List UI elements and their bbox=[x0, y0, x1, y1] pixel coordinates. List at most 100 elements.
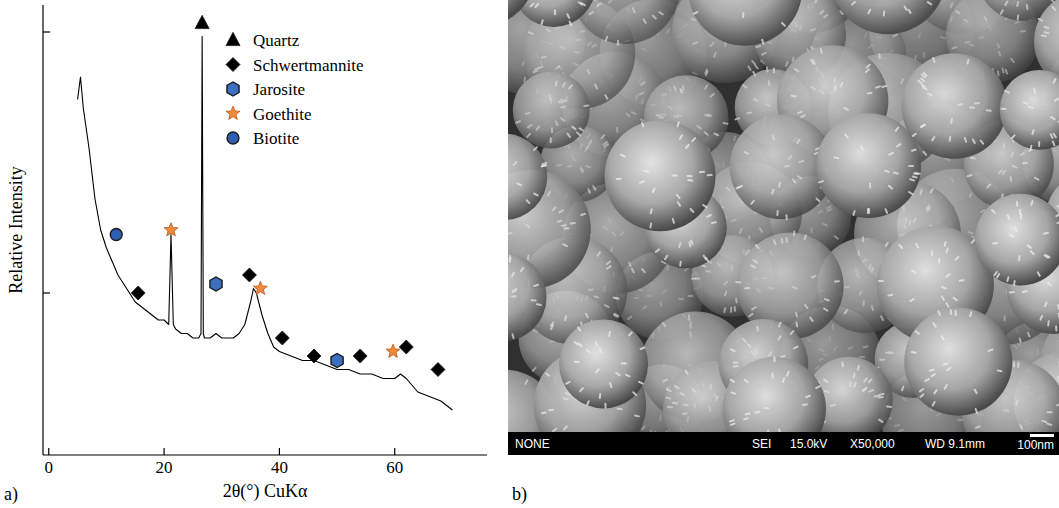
particle-spike bbox=[587, 166, 591, 167]
particle-spike bbox=[736, 187, 740, 189]
particle-spike bbox=[674, 87, 675, 91]
particle-spike bbox=[529, 32, 533, 34]
particle-spike bbox=[642, 427, 645, 430]
particle-spike bbox=[743, 85, 746, 87]
particle-spike bbox=[564, 227, 568, 229]
particle-spike bbox=[1017, 363, 1019, 367]
particle-spike bbox=[649, 224, 652, 228]
particle-spike bbox=[580, 128, 583, 130]
particle-spike bbox=[742, 13, 744, 17]
phase-marker bbox=[331, 354, 343, 368]
particle-spike bbox=[810, 318, 812, 321]
particle-spike bbox=[745, 287, 749, 289]
particle-spike bbox=[542, 165, 546, 166]
particle-spike bbox=[1030, 146, 1033, 150]
particle-spike bbox=[689, 332, 692, 336]
particle-spike bbox=[956, 11, 959, 13]
x-tick bbox=[279, 448, 280, 455]
particle-spike bbox=[772, 374, 774, 378]
particle-spike bbox=[616, 128, 618, 132]
particle-spike bbox=[909, 165, 913, 167]
particle-spike bbox=[513, 290, 517, 292]
particle-spike bbox=[708, 174, 712, 176]
particle-body bbox=[508, 0, 535, 26]
x-tick-label: 0 bbox=[45, 458, 54, 477]
particle-spike bbox=[568, 144, 570, 148]
particle-spike bbox=[589, 141, 591, 145]
particle-spike bbox=[705, 70, 707, 74]
particle-body bbox=[904, 308, 1012, 416]
particle-spike bbox=[512, 273, 514, 277]
particle-spike bbox=[604, 227, 607, 230]
particle-spike bbox=[880, 359, 884, 361]
particle-spike bbox=[997, 274, 999, 277]
particle-spike bbox=[659, 116, 663, 118]
particle bbox=[605, 120, 716, 231]
particle-spike bbox=[816, 386, 820, 388]
particle-spike bbox=[533, 368, 536, 371]
particle-spike bbox=[820, 11, 823, 14]
particle-spike bbox=[776, 211, 778, 215]
particle-spike bbox=[975, 390, 977, 394]
particle-spike bbox=[751, 201, 754, 204]
sem-info-text: NONE bbox=[515, 437, 550, 451]
particle-spike bbox=[561, 107, 565, 108]
particle-spike bbox=[521, 268, 523, 271]
particle-spike bbox=[1018, 256, 1020, 260]
particle-spike bbox=[563, 83, 565, 87]
particle-spike bbox=[887, 405, 891, 408]
particle-spike bbox=[718, 263, 721, 266]
particle-spike bbox=[904, 224, 905, 228]
particle-spike bbox=[815, 0, 817, 3]
particle-spike bbox=[663, 323, 665, 326]
particle-spike bbox=[896, 128, 899, 131]
particle-spike bbox=[1051, 134, 1053, 138]
particle-spike bbox=[766, 104, 770, 106]
particle-spike bbox=[679, 243, 680, 247]
particle-spike bbox=[668, 406, 672, 408]
particle-spike bbox=[508, 232, 512, 235]
particle-spike bbox=[760, 228, 762, 231]
particle-spike bbox=[1055, 326, 1057, 330]
particle-spike bbox=[640, 181, 644, 182]
particle-spike bbox=[567, 14, 569, 18]
particle-spike bbox=[1031, 251, 1034, 254]
particle-spike bbox=[1056, 214, 1059, 216]
particle-spike bbox=[1042, 34, 1046, 37]
figure: 02040602θ(°) CuKαRelative IntensityQuart… bbox=[0, 0, 1059, 508]
particle-spike bbox=[947, 303, 949, 306]
particle-spike bbox=[942, 336, 944, 339]
particle-spike bbox=[825, 391, 829, 392]
particle-spike bbox=[1016, 202, 1018, 206]
particle-spike bbox=[897, 144, 900, 146]
sem-info-text: X50,000 bbox=[850, 437, 895, 451]
particle-spike bbox=[534, 194, 538, 196]
particle-spike bbox=[666, 398, 670, 399]
particle-spike bbox=[651, 209, 652, 213]
particle-spike bbox=[798, 176, 801, 178]
particle-spike bbox=[669, 107, 672, 109]
particle-spike bbox=[860, 291, 862, 295]
particle-spike bbox=[743, 339, 746, 342]
particle-spike bbox=[796, 23, 797, 27]
particle-body bbox=[722, 357, 826, 432]
particle-spike bbox=[588, 189, 590, 193]
particle-spike bbox=[942, 297, 944, 301]
particle-spike bbox=[561, 118, 564, 121]
particle-spike bbox=[678, 122, 679, 126]
particle-spike bbox=[965, 138, 966, 142]
particle-spike bbox=[854, 383, 855, 387]
particle-spike bbox=[691, 240, 693, 244]
particle-spike bbox=[973, 139, 975, 143]
particle-spike bbox=[580, 145, 583, 149]
particle-spike bbox=[736, 281, 740, 283]
particle-spike bbox=[934, 323, 936, 326]
particle-body bbox=[688, 0, 802, 46]
particle-spike bbox=[998, 369, 1002, 372]
particle-spike bbox=[561, 47, 565, 48]
particle-spike bbox=[1053, 148, 1056, 151]
particle-spike bbox=[834, 156, 838, 159]
particle-spike bbox=[590, 12, 593, 14]
x-tick bbox=[394, 448, 395, 455]
particle-spike bbox=[869, 265, 870, 269]
